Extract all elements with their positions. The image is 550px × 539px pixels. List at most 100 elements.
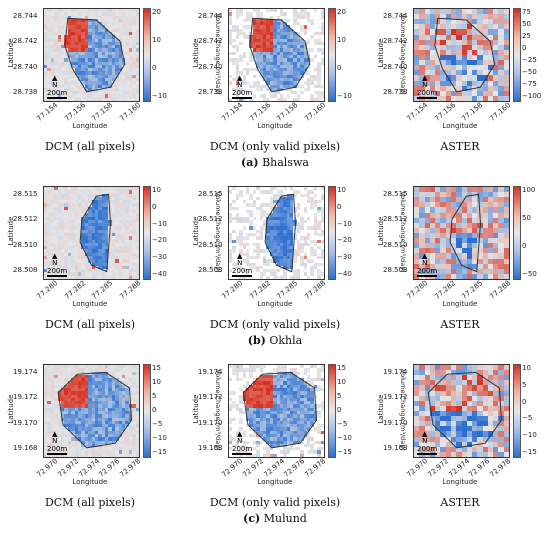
heatmap-cell bbox=[303, 61, 308, 66]
heatmap-cell bbox=[54, 35, 59, 40]
heatmap-cell bbox=[54, 203, 59, 208]
heatmap-cell bbox=[320, 94, 324, 99]
heatmap-cell bbox=[303, 22, 308, 26]
heatmap-cell bbox=[91, 38, 96, 43]
heatmap-cell bbox=[77, 249, 82, 254]
heatmap-cell bbox=[118, 12, 123, 17]
heatmap-cell bbox=[54, 229, 59, 234]
heatmap-cell bbox=[252, 61, 257, 66]
heatmap-cell bbox=[273, 22, 277, 26]
longitude-axis-label: Longitude bbox=[442, 122, 478, 130]
heatmap-cell bbox=[440, 44, 447, 51]
colorbar bbox=[143, 364, 151, 458]
heatmap-cell bbox=[414, 60, 420, 66]
heatmap-cell bbox=[84, 18, 89, 23]
north-arrow: ▲ N bbox=[52, 253, 57, 267]
heatmap-cell bbox=[435, 95, 441, 101]
heatmap-cell bbox=[77, 236, 82, 241]
north-label: N bbox=[422, 259, 428, 267]
heatmap-cell bbox=[118, 219, 123, 224]
heatmap-cell bbox=[235, 55, 240, 59]
heatmap-cell bbox=[286, 22, 291, 26]
heatmap-cell bbox=[135, 94, 139, 99]
heatmap-cell bbox=[91, 226, 96, 231]
heatmap-cell bbox=[477, 65, 484, 71]
colorbar bbox=[143, 8, 151, 102]
heatmap-cell bbox=[252, 18, 257, 23]
heatmap-cell bbox=[111, 210, 116, 214]
heatmap-cell bbox=[296, 28, 301, 33]
heatmap-cell bbox=[461, 55, 468, 61]
heatmap-cell bbox=[88, 196, 92, 201]
heatmap-cell bbox=[283, 81, 288, 86]
heatmap-cell bbox=[466, 85, 473, 92]
heatmap-cell bbox=[307, 38, 311, 43]
heatmap-cell bbox=[296, 38, 301, 43]
north-arrow: ▲ N bbox=[237, 253, 242, 267]
heatmap-cell bbox=[307, 87, 311, 92]
heatmap-cell bbox=[286, 15, 291, 20]
heatmap-cell bbox=[105, 71, 109, 76]
heatmap-cell bbox=[310, 64, 315, 69]
heatmap-cell bbox=[64, 38, 69, 43]
heatmap-cell bbox=[67, 18, 72, 23]
heatmap-cell bbox=[320, 61, 324, 66]
heatmap-cell bbox=[71, 28, 76, 33]
heatmap-cell bbox=[262, 28, 267, 33]
heatmap-cell bbox=[98, 187, 103, 191]
heatmap-cell bbox=[424, 34, 431, 41]
heatmap-cell bbox=[266, 81, 271, 86]
heatmap-cell bbox=[122, 246, 126, 250]
heatmap-cell bbox=[256, 12, 261, 17]
heatmap-cell bbox=[125, 74, 130, 79]
heatmap-cell bbox=[242, 15, 247, 20]
heatmap-cell bbox=[50, 61, 55, 66]
heatmap-cell bbox=[290, 68, 294, 72]
heatmap-cell bbox=[503, 29, 509, 36]
heatmap-cell bbox=[239, 38, 244, 43]
heatmap-cell bbox=[424, 19, 431, 25]
heatmap-cell bbox=[256, 84, 261, 89]
heatmap-cell bbox=[94, 200, 99, 204]
heatmap-cell bbox=[60, 87, 65, 92]
heatmap-cell bbox=[98, 18, 103, 23]
heatmap-cell bbox=[125, 22, 130, 26]
heatmap-cell bbox=[128, 22, 133, 26]
heatmap-cell bbox=[132, 84, 137, 89]
heatmap-cell bbox=[290, 51, 294, 56]
heatmap-cell bbox=[64, 97, 69, 101]
heatmap-cell bbox=[245, 71, 250, 76]
heatmap-cell bbox=[111, 81, 116, 86]
heatmap-cell bbox=[67, 196, 72, 201]
heatmap-cell bbox=[50, 219, 55, 224]
heatmap-cell bbox=[84, 190, 89, 195]
heatmap-cell bbox=[242, 68, 247, 72]
heatmap-cell bbox=[125, 68, 130, 72]
lon-tick-label: 77.160 bbox=[303, 101, 328, 123]
heatmap-cell bbox=[115, 213, 120, 218]
heatmap-cell bbox=[50, 71, 55, 76]
heatmap-cell bbox=[98, 246, 103, 250]
heatmap-cell bbox=[74, 32, 79, 36]
heatmap-cell bbox=[266, 15, 271, 20]
heatmap-cell bbox=[98, 97, 103, 101]
heatmap-cell bbox=[320, 78, 324, 82]
heatmap-cell bbox=[60, 58, 65, 63]
heatmap-cell bbox=[242, 87, 247, 92]
heatmap-cell bbox=[320, 71, 324, 76]
heatmap-cell bbox=[424, 70, 431, 76]
heatmap-cell bbox=[132, 68, 137, 72]
heatmap-cell bbox=[424, 60, 431, 66]
heatmap-cell bbox=[84, 61, 89, 66]
heatmap-cell bbox=[54, 64, 59, 69]
heatmap-cell bbox=[310, 38, 315, 43]
heatmap-cell bbox=[132, 15, 137, 20]
heatmap-cell bbox=[47, 200, 52, 204]
heatmap-cell bbox=[94, 64, 99, 69]
heatmap-cell bbox=[135, 84, 139, 89]
heatmap-cell bbox=[74, 226, 79, 231]
heatmap-cell bbox=[317, 84, 322, 89]
heatmap-cell bbox=[290, 25, 294, 30]
heatmap-cell bbox=[57, 239, 62, 244]
heatmap-cell bbox=[111, 78, 116, 82]
